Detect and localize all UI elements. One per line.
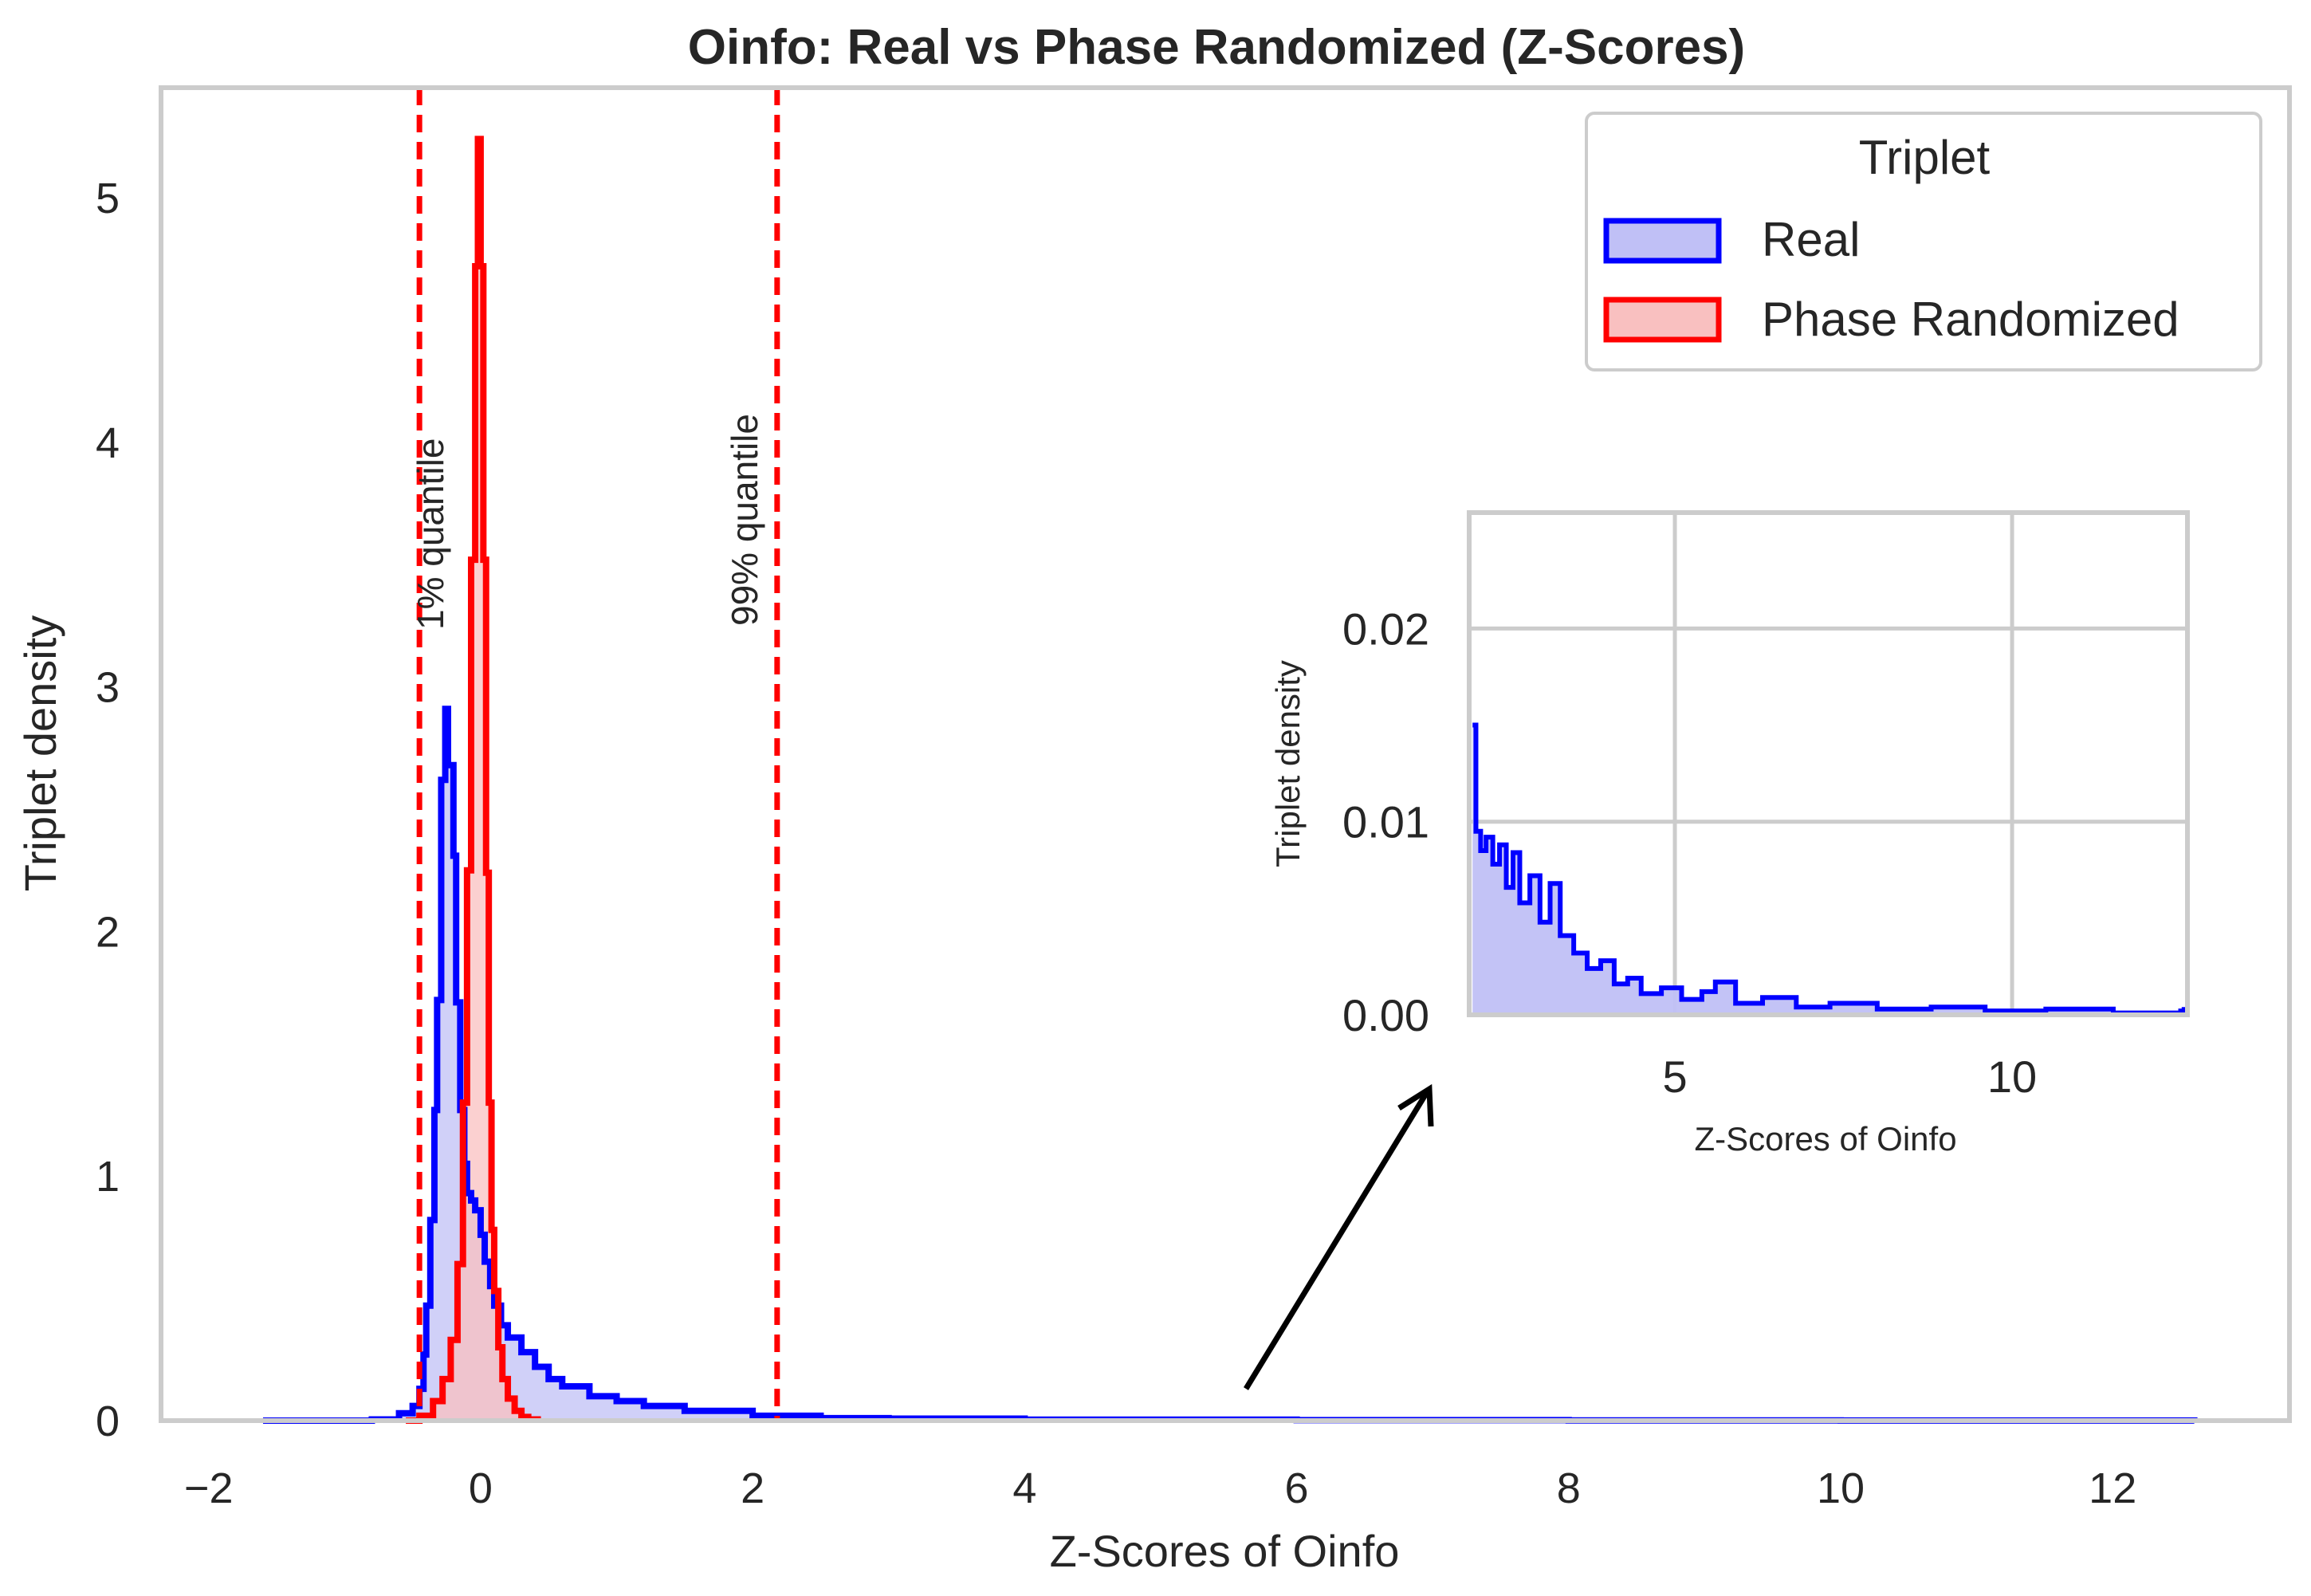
x-tick-label: 12 (2089, 1464, 2136, 1512)
legend-swatch-phase-randomized (1603, 297, 1722, 343)
x-tick-label: 2 (741, 1464, 764, 1512)
quantile-lines (416, 88, 780, 1421)
main-x-axis-label: Z-Scores of Oinfo (1050, 1526, 1400, 1576)
legend: Triplet Real Phase Randomized (1585, 112, 2262, 371)
y-tick-label: 2 (96, 908, 120, 956)
y-tick-label: 3 (96, 664, 120, 712)
x-tick-label: 6 (1285, 1464, 1309, 1512)
legend-label-real: Real (1762, 213, 1860, 266)
series-fill-real (262, 709, 2195, 1421)
x-tick-label: 10 (1817, 1464, 1865, 1512)
inset-y-tick-label: 0.02 (1342, 603, 1429, 654)
y-tick-label: 5 (96, 175, 120, 222)
arrow-head (1397, 1083, 1434, 1127)
inset-series-fill-real (1472, 725, 2184, 1015)
x-tick-label: 4 (1012, 1464, 1036, 1512)
inset-series-line-real (1472, 722, 2187, 1016)
y-tick-label: 4 (96, 419, 120, 467)
legend-box (1585, 112, 2262, 371)
inset-y-tick-label: 0.01 (1342, 797, 1429, 847)
legend-swatch-real (1603, 218, 1722, 264)
main-plot-frame (159, 85, 2292, 1423)
inset-x-axis-label: Z-Scores of Oinfo (1694, 1120, 1956, 1158)
main-x-tick-labels: −2 0 2 4 6 8 10 12 (184, 1464, 2136, 1512)
arrow-shaft (1244, 1091, 1429, 1390)
main-series-lines (262, 136, 2198, 1424)
inset-x-tick-label: 5 (1662, 1052, 1687, 1102)
quantile-1-label: 1% quantile (410, 438, 451, 630)
x-tick-label: 8 (1557, 1464, 1581, 1512)
chart-title: Oinfo: Real vs Phase Randomized (Z-Score… (688, 20, 1745, 75)
y-tick-label: 1 (96, 1153, 120, 1201)
y-tick-label: 0 (96, 1397, 120, 1445)
quantile-99-label: 99% quantile (724, 414, 765, 626)
legend-label-phase-randomized: Phase Randomized (1762, 293, 2179, 346)
legend-title: Triplet (1859, 131, 1991, 184)
inset-area-fill (1472, 725, 2184, 1015)
main-y-tick-labels: 0 1 2 3 4 5 (96, 175, 120, 1445)
inset-x-tick-label: 10 (1987, 1052, 2037, 1102)
series-line-real (262, 706, 2198, 1424)
x-tick-label: −2 (184, 1464, 234, 1512)
inset-y-tick-labels: 0.00 0.01 0.02 (1342, 603, 1429, 1040)
series-line-phase-randomized (406, 136, 541, 1424)
inset-pointer-arrow (1244, 1083, 1434, 1390)
inset-plot-frame (1467, 510, 2190, 1017)
inset-y-axis-label: Triplet density (1269, 660, 1307, 867)
x-tick-label: 0 (469, 1464, 493, 1512)
inset-chart: 5 10 0.00 0.01 0.02 Z-Scores of Oinfo Tripl… (1269, 510, 2190, 1158)
main-y-axis-label: Triplet density (15, 615, 65, 892)
inset-x-tick-labels: 5 10 (1662, 1052, 2037, 1102)
inset-y-tick-label: 0.00 (1342, 990, 1429, 1040)
inset-series-line (1472, 722, 2187, 1016)
inset-gridlines (1469, 513, 2187, 1017)
